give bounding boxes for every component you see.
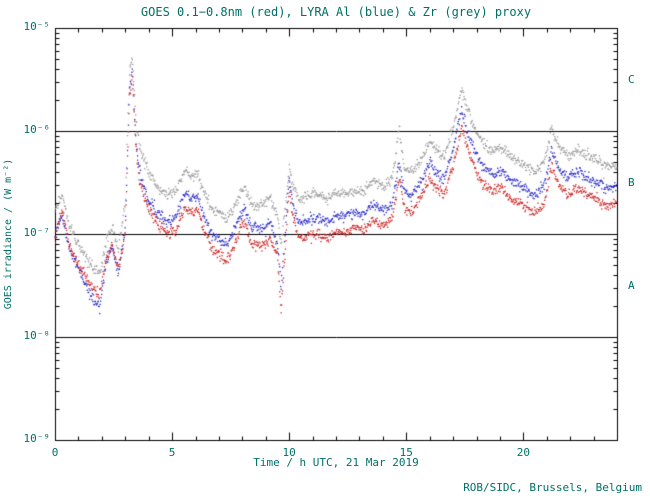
y-tick-label: 10⁻⁶ — [23, 123, 51, 136]
x-axis-label: Time / h UTC, 21 Mar 2019 — [253, 456, 419, 469]
y-tick-label: 10⁻⁷ — [23, 226, 51, 239]
flare-class-label: C — [628, 72, 635, 86]
flare-class-label: B — [628, 175, 635, 189]
credit-text: ROB/SIDC, Brussels, Belgium — [463, 481, 642, 494]
y-tick-label: 10⁻⁸ — [23, 329, 51, 342]
y-tick-label: 10⁻⁹ — [23, 432, 51, 445]
y-axis-label: GOES irradiance / (W m⁻²) — [3, 158, 14, 310]
y-tick-label: 10⁻⁵ — [23, 20, 51, 33]
x-tick-label: 0 — [51, 446, 59, 459]
flare-class-label: A — [628, 278, 635, 292]
x-tick-label: 20 — [516, 446, 530, 459]
x-tick-label: 5 — [168, 446, 176, 459]
x-tick-label: 10 — [282, 446, 296, 459]
x-tick-label: 15 — [399, 446, 413, 459]
chart-title: GOES 0.1−0.8nm (red), LYRA Al (blue) & Z… — [140, 5, 532, 19]
